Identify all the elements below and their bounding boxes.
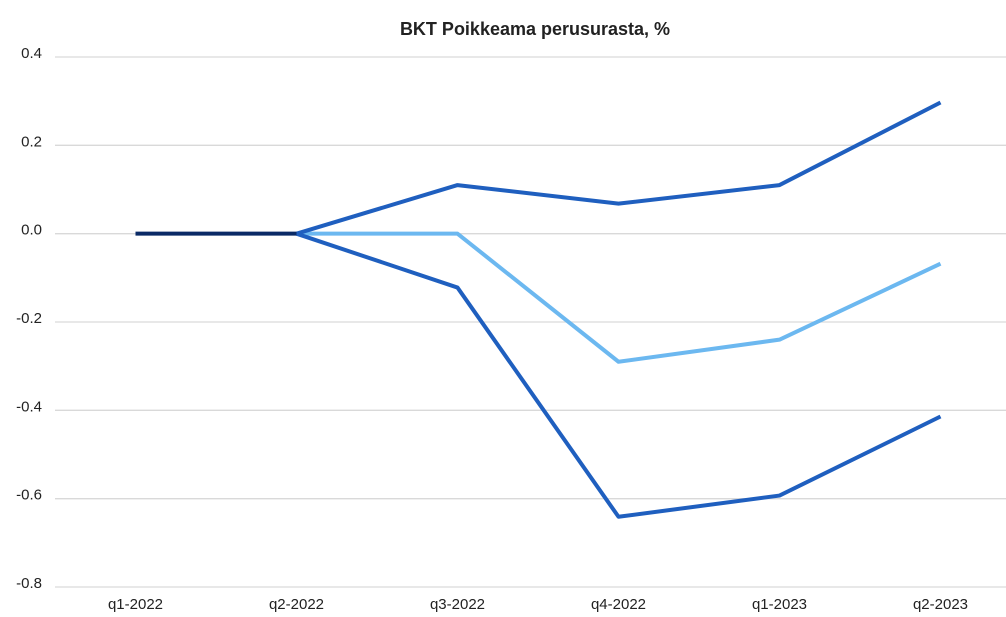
x-tick-label: q2-2022 — [269, 596, 324, 613]
y-tick-label: -0.6 — [16, 487, 42, 504]
x-tick-label: q4-2022 — [591, 596, 646, 613]
y-tick-label: -0.8 — [16, 575, 42, 592]
y-tick-label: -0.2 — [16, 310, 42, 327]
x-tick-label: q1-2022 — [108, 596, 163, 613]
y-tick-label: 0.2 — [21, 133, 42, 150]
chart-title: BKT Poikkeama perusurasta, % — [400, 19, 670, 39]
x-tick-label: q2-2023 — [913, 596, 968, 613]
line-series — [296, 231, 942, 364]
line-series — [295, 100, 942, 236]
x-tick-label: q1-2023 — [752, 596, 807, 613]
y-tick-label: 0.4 — [21, 45, 42, 62]
line-series — [295, 231, 942, 519]
y-tick-label: 0.0 — [21, 222, 42, 239]
x-tick-label: q3-2022 — [430, 596, 485, 613]
y-tick-label: -0.4 — [16, 398, 42, 415]
